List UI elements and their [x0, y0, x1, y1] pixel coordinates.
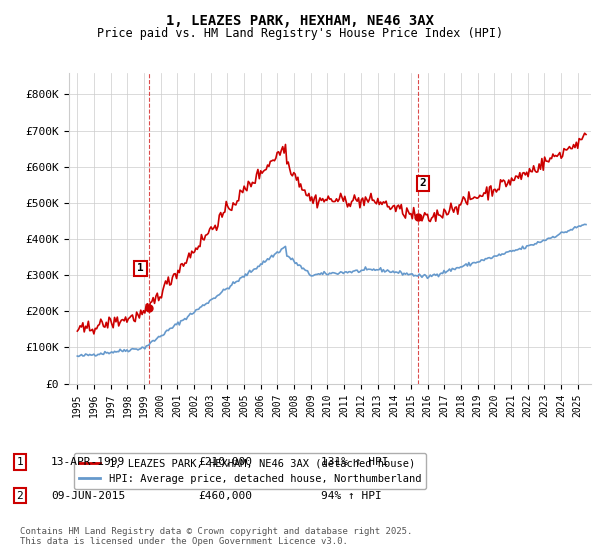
Legend: 1, LEAZES PARK, HEXHAM, NE46 3AX (detached house), HPI: Average price, detached : 1, LEAZES PARK, HEXHAM, NE46 3AX (detach… [74, 453, 426, 489]
Text: 94% ↑ HPI: 94% ↑ HPI [321, 491, 382, 501]
Text: Contains HM Land Registry data © Crown copyright and database right 2025.
This d: Contains HM Land Registry data © Crown c… [20, 526, 412, 546]
Text: £210,000: £210,000 [198, 457, 252, 467]
Text: 1: 1 [16, 457, 23, 467]
Text: 2: 2 [420, 179, 427, 189]
Text: 1: 1 [137, 263, 144, 273]
Text: £460,000: £460,000 [198, 491, 252, 501]
Text: Price paid vs. HM Land Registry's House Price Index (HPI): Price paid vs. HM Land Registry's House … [97, 27, 503, 40]
Text: 13-APR-1999: 13-APR-1999 [51, 457, 125, 467]
Text: 2: 2 [16, 491, 23, 501]
Text: 1, LEAZES PARK, HEXHAM, NE46 3AX: 1, LEAZES PARK, HEXHAM, NE46 3AX [166, 14, 434, 28]
Text: 131% ↑ HPI: 131% ↑ HPI [321, 457, 389, 467]
Text: 09-JUN-2015: 09-JUN-2015 [51, 491, 125, 501]
